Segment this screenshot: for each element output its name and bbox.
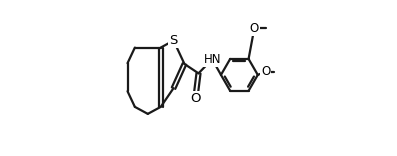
Text: O: O	[250, 22, 259, 35]
Text: HN: HN	[204, 53, 221, 66]
Text: O: O	[190, 92, 200, 105]
Text: S: S	[170, 34, 178, 47]
Text: O: O	[261, 65, 270, 78]
